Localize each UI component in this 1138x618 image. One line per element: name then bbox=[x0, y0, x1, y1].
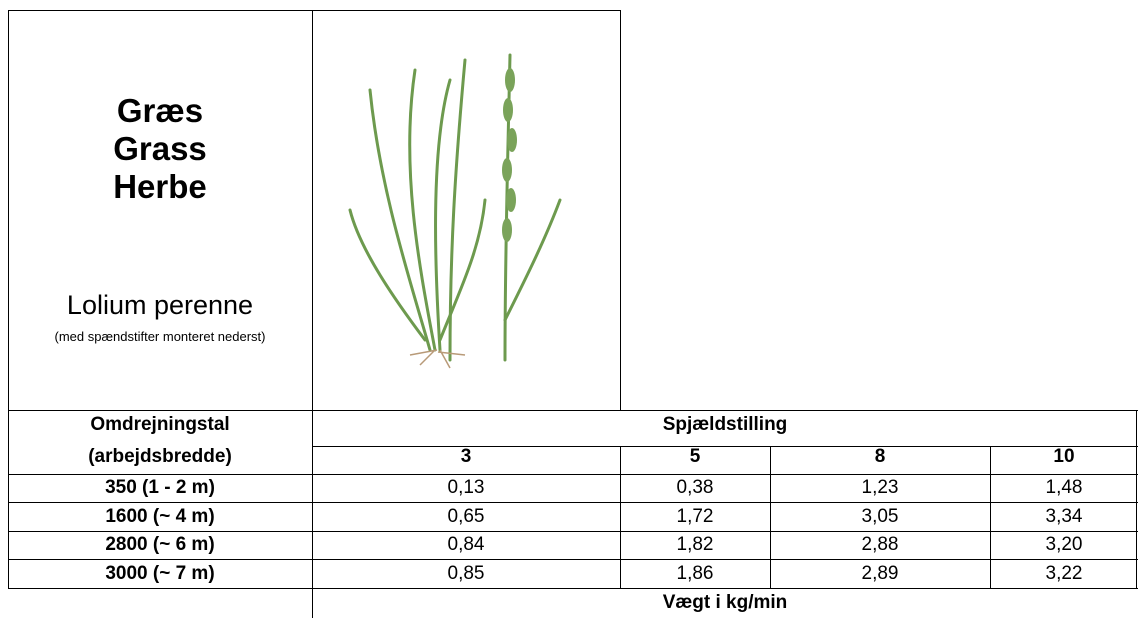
rule bbox=[8, 531, 1138, 532]
value-cell: 1,23 bbox=[770, 474, 990, 502]
value-cell: 1,86 bbox=[620, 559, 770, 588]
plant-illustration bbox=[340, 50, 580, 370]
value-cell: 2,88 bbox=[770, 531, 990, 559]
title-line: Herbe bbox=[8, 168, 312, 206]
value-cell: 0,84 bbox=[312, 531, 620, 559]
rule bbox=[770, 446, 771, 588]
rule bbox=[8, 410, 9, 588]
value-cell: 3,20 bbox=[990, 531, 1138, 559]
value-cell: 1,48 bbox=[990, 474, 1138, 502]
value-cell: 2,89 bbox=[770, 559, 990, 588]
row-label: 2800 (~ 6 m) bbox=[8, 531, 312, 559]
rule bbox=[8, 474, 1138, 475]
rule bbox=[312, 446, 1138, 447]
rule bbox=[8, 502, 1138, 503]
rule bbox=[8, 588, 1138, 589]
value-cell: 0,13 bbox=[312, 474, 620, 502]
rule bbox=[1136, 410, 1137, 588]
rule bbox=[8, 559, 1138, 560]
value-cell: 3,34 bbox=[990, 502, 1138, 531]
row-label: 1600 (~ 4 m) bbox=[8, 502, 312, 531]
note: (med spændstifter monteret nederst) bbox=[40, 328, 280, 345]
row-header: Omdrejningstal bbox=[8, 410, 312, 440]
value-cell: 0,38 bbox=[620, 474, 770, 502]
title: Græs Grass Herbe bbox=[8, 92, 312, 206]
row-label: 3000 (~ 7 m) bbox=[8, 559, 312, 588]
row-label: 350 (1 - 2 m) bbox=[8, 474, 312, 502]
title-line: Græs bbox=[8, 92, 312, 130]
value-cell: 1,82 bbox=[620, 531, 770, 559]
value-cell: 3,05 bbox=[770, 502, 990, 531]
rule bbox=[990, 446, 991, 588]
column-group: Spjældstilling bbox=[312, 410, 1138, 440]
value-cell: 1,72 bbox=[620, 502, 770, 531]
value-cell: 3,22 bbox=[990, 559, 1138, 588]
value-cell: 0,85 bbox=[312, 559, 620, 588]
species: Lolium perenne bbox=[8, 290, 312, 321]
page: {"header": {"title_lines": ["Græs", "Gra… bbox=[0, 0, 1138, 618]
title-line: Grass bbox=[8, 130, 312, 168]
footer: Vægt i kg/min bbox=[312, 588, 1138, 618]
rule bbox=[620, 446, 621, 588]
row-header: (arbejdsbredde) bbox=[8, 440, 312, 474]
value-cell: 0,65 bbox=[312, 502, 620, 531]
